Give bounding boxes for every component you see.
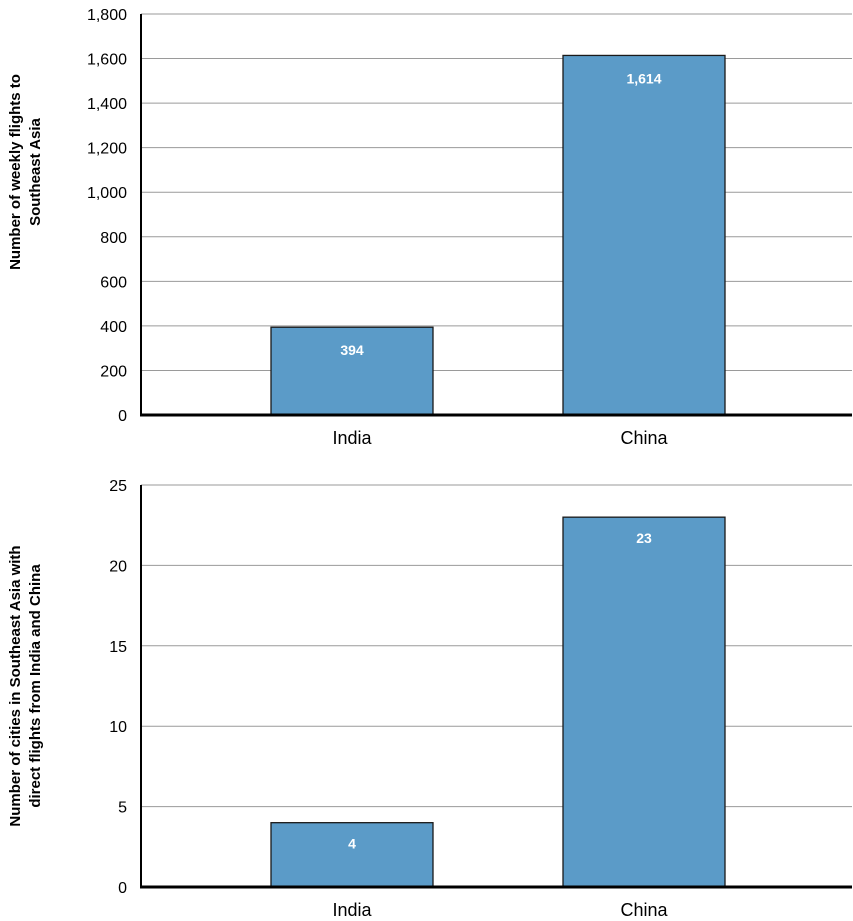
y-axis-label: direct flights from India and China	[27, 564, 44, 808]
bar-china	[562, 54, 726, 416]
x-category-label: India	[332, 428, 372, 448]
data-label: 4	[348, 836, 356, 852]
y-tick-label: 20	[109, 558, 127, 575]
x-category-label: China	[620, 900, 668, 920]
y-tick-label: 0	[118, 408, 127, 425]
y-tick-label: 10	[109, 719, 127, 736]
y-tick-label: 1,600	[87, 52, 127, 69]
y-tick-label: 200	[100, 363, 127, 380]
y-tick-label: 800	[100, 230, 127, 247]
y-tick-label: 1,800	[87, 7, 127, 24]
bar-india	[270, 326, 434, 416]
y-tick-label: 1,200	[87, 141, 127, 158]
x-category-label: India	[332, 900, 372, 920]
y-tick-label: 15	[109, 639, 127, 656]
y-tick-label: 25	[109, 478, 127, 495]
bar-china	[562, 516, 726, 888]
bar-india	[270, 822, 434, 888]
data-label: 23	[636, 530, 652, 546]
y-axis-label: Number of weekly flights to	[7, 74, 24, 270]
y-tick-label: 1,400	[87, 96, 127, 113]
y-tick-label: 600	[100, 274, 127, 291]
y-axis-label: Number of cities in Southeast Asia with	[7, 545, 24, 826]
x-category-label: China	[620, 428, 668, 448]
data-label: 394	[340, 342, 364, 358]
y-axis-label: Southeast Asia	[27, 117, 44, 225]
weekly-flights-chart: 0 200 400 600 800 1,000 1,200 1,400 1,600 1,800 39…	[7, 7, 852, 448]
cities-direct-flights-chart: 0 5 10 15 20 25 4 India 23 China Number of cities …	[7, 478, 852, 920]
data-label: 1,614	[626, 70, 661, 86]
y-tick-label: 5	[118, 800, 127, 817]
y-tick-label: 0	[118, 880, 127, 897]
y-tick-label: 400	[100, 319, 127, 336]
y-tick-label: 1,000	[87, 185, 127, 202]
